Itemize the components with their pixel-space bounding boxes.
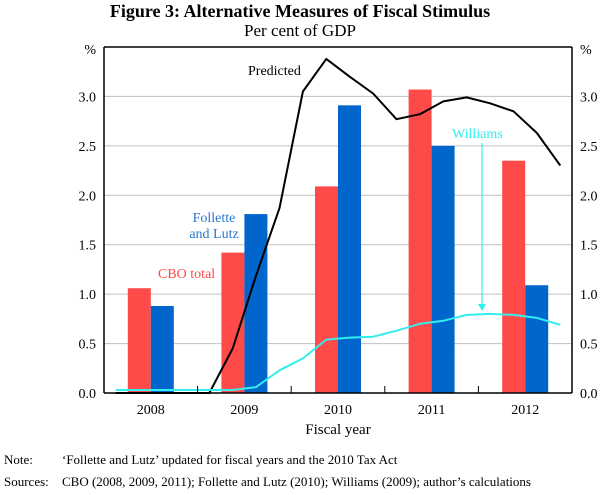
y-tick-label-right: 2.5 (580, 140, 598, 155)
bar-cbo-total (408, 89, 432, 393)
bars (127, 89, 549, 393)
bar-follette-and-lutz (525, 285, 549, 393)
annotation-follette: Follette (193, 211, 236, 226)
williams-arrow-head (478, 304, 486, 311)
y-tick-label-left: 1.5 (79, 239, 97, 254)
sources: Sources: CBO (2008, 2009, 2011); Follette… (4, 474, 531, 490)
y-tick-label-left: 0.5 (79, 338, 97, 353)
line-predicted (115, 57, 562, 394)
y-tick-label-right: 0.5 (580, 338, 598, 353)
y-tick-label-left: 2.5 (79, 140, 97, 155)
y-tick-label-right: 3.0 (580, 90, 598, 105)
y-tick-label-right: 0.0 (580, 387, 598, 402)
lines (115, 57, 562, 394)
y-tick-label-left: 1.0 (79, 288, 97, 303)
x-tick-label: 2012 (511, 403, 539, 418)
y-tick-label-right: 1.5 (580, 239, 598, 254)
annotation-cbo-total: CBO total (158, 267, 215, 282)
bar-cbo-total (502, 160, 526, 393)
x-tick-label: 2009 (230, 403, 258, 418)
y-axis-unit-right: % (580, 43, 592, 58)
axes (103, 46, 573, 394)
y-axis-unit-left: % (84, 43, 96, 58)
sources-text: CBO (2008, 2009, 2011); Follette and Lut… (62, 474, 531, 489)
chart-title: Figure 3: Alternative Measures of Fiscal… (109, 1, 491, 21)
y-tick-label-right: 2.0 (580, 189, 598, 204)
annotation-follette: and Lutz (189, 227, 238, 242)
bar-cbo-total (315, 186, 338, 393)
x-axis-title: Fiscal year (305, 422, 370, 438)
bar-follette-and-lutz (431, 145, 455, 393)
note-text: ‘Follette and Lutz’ updated for fiscal y… (62, 452, 398, 467)
bar-cbo-total (127, 288, 151, 393)
labels: 0.0 0.0 0.5 0.5 1.0 1.0 1.5 1.5 2.0 2.0 2.5 2.5 3.0 3… (79, 43, 598, 438)
note-label: Note: (4, 452, 33, 467)
annotation-predicted: Predicted (248, 64, 301, 79)
sources-label: Sources: (4, 474, 49, 489)
x-tick-label: 2010 (324, 403, 352, 418)
bar-follette-and-lutz (150, 306, 174, 393)
chart-subtitle: Per cent of GDP (244, 21, 356, 40)
annotation-williams: Williams (452, 127, 503, 142)
y-tick-label-right: 1.0 (580, 288, 598, 303)
y-tick-label-left: 0.0 (79, 387, 97, 402)
note: Note: ‘Follette and Lutz’ updated for fis… (4, 452, 397, 468)
y-tick-label-left: 2.0 (79, 189, 97, 204)
x-tick-label: 2011 (418, 403, 445, 418)
x-tick-label: 2008 (137, 403, 165, 418)
line-williams (115, 312, 561, 391)
bar-follette-and-lutz (338, 105, 361, 393)
y-tick-label-left: 3.0 (79, 90, 97, 105)
